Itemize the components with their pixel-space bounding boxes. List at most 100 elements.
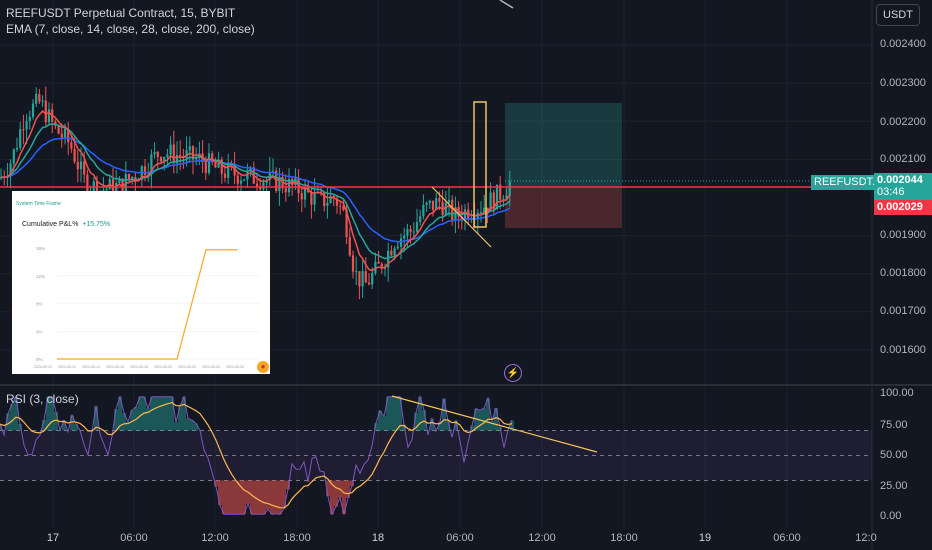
time-label: 06:00 — [773, 532, 801, 544]
candle-body — [335, 198, 339, 206]
rsi-level-label: 25.00 — [880, 480, 908, 492]
ema-28-line — [1, 137, 511, 243]
rsi-oversold-fill — [242, 480, 246, 515]
rsi-line — [0, 394, 513, 516]
candle-body — [323, 192, 326, 207]
candle-body — [486, 207, 489, 212]
rsi-oversold-fill — [250, 480, 254, 515]
candle-body — [463, 209, 467, 221]
rsi-overbought-fill — [394, 396, 398, 431]
rsi-overbought-fill — [386, 396, 390, 431]
candle-body — [185, 150, 188, 159]
candle-body — [233, 165, 236, 176]
candle-body — [35, 93, 38, 104]
rsi-overbought-fill — [46, 396, 50, 431]
rsi-overbought-fill — [454, 420, 458, 431]
candle-body — [57, 125, 60, 134]
candle-body — [76, 161, 79, 170]
overlay-y-tick: 8% — [36, 302, 43, 307]
rsi-overbought-fill — [130, 410, 134, 431]
currency-button[interactable]: USDT — [876, 4, 920, 26]
rsi-overbought-fill — [490, 421, 494, 431]
candle-body — [348, 237, 351, 256]
candle-body — [492, 192, 495, 210]
candle-body — [249, 167, 252, 171]
candle-body — [83, 161, 86, 175]
exchange-badge-icon: ● — [257, 361, 269, 373]
overlay-title-text: Cumulative P&L% — [22, 221, 79, 228]
candle-body — [422, 204, 425, 217]
candle-body — [134, 177, 137, 181]
rsi-overbought-fill — [18, 424, 22, 431]
price-label: 0.002200 — [880, 116, 926, 128]
candle-body — [358, 271, 361, 287]
overlay-pnl-chart: 16% 12% 8% 4% 0% 2024-09-10 2024-09-12 2024-09-… — [34, 246, 260, 369]
candle-body — [25, 121, 28, 130]
candle-body — [115, 183, 118, 196]
candle-body — [9, 163, 12, 177]
candle-body — [278, 177, 281, 191]
candle-body — [262, 182, 265, 190]
price-label: 0.002300 — [880, 77, 926, 89]
candle-body — [179, 155, 182, 157]
candle-body — [291, 179, 294, 185]
candle-body — [31, 103, 35, 118]
candle-body — [153, 151, 156, 155]
ema-legend[interactable]: EMA (7, close, 14, close, 28, close, 200… — [6, 22, 255, 36]
overlay-x-tick: 2024-09-26 — [226, 365, 244, 369]
rsi-overbought-fill — [50, 396, 54, 431]
candle-body — [79, 161, 83, 170]
rsi-oversold-fill — [262, 480, 266, 515]
rsi-oversold-fill — [350, 480, 354, 487]
overlay-y-tick: 4% — [36, 329, 43, 334]
rsi-overbought-fill — [446, 421, 450, 431]
rsi-oversold-fill — [254, 480, 258, 515]
rsi-overbought-fill — [438, 421, 442, 431]
candle-body — [217, 159, 220, 168]
rsi-oversold-fill — [218, 480, 222, 506]
candle-body — [438, 198, 441, 202]
candle-body — [19, 129, 22, 148]
candle-body — [367, 282, 371, 285]
candle-body — [345, 209, 348, 238]
rsi-overbought-fill — [174, 422, 178, 431]
rsi-overbought-fill — [14, 396, 18, 431]
rsi-overbought-fill — [398, 396, 402, 431]
time-label: 18 — [371, 532, 385, 544]
time-label: 12:0 — [855, 532, 877, 544]
time-label: 19 — [698, 532, 712, 544]
last-price-tag: 0.002044 03:46 — [874, 173, 932, 201]
candle-body — [166, 154, 169, 158]
rsi-overbought-fill — [42, 419, 46, 431]
symbol-legend[interactable]: REEFUSDT Perpetual Contract, 15, BYBIT — [6, 6, 236, 20]
candle-body — [355, 271, 358, 273]
rsi-overbought-fill — [486, 398, 490, 431]
candle-body — [268, 171, 271, 180]
stop-loss-zone — [505, 186, 622, 228]
candle-body — [67, 128, 70, 143]
rsi-overbought-fill — [6, 413, 10, 431]
rsi-oversold-fill — [258, 480, 262, 515]
rsi-overbought-fill — [74, 424, 78, 431]
rsi-overbought-fill — [126, 421, 130, 431]
candle-body — [211, 153, 214, 163]
candle-body — [281, 177, 284, 189]
candle-body — [502, 198, 505, 200]
rsi-overbought-fill — [114, 409, 118, 431]
rsi-overbought-fill — [166, 396, 170, 431]
time-label: 18:00 — [283, 532, 311, 544]
candle-body — [118, 178, 121, 184]
rsi-overbought-fill — [10, 404, 14, 431]
candle-body — [505, 195, 508, 199]
rsi-overbought-fill — [470, 425, 474, 431]
rsi-oversold-fill — [230, 480, 234, 515]
highlight-rectangle — [473, 101, 487, 228]
rsi-legend[interactable]: RSI (3, close) — [6, 392, 79, 406]
candle-body — [339, 205, 342, 207]
candle-body — [159, 157, 163, 162]
candle-body — [239, 180, 243, 184]
candle-body — [447, 199, 451, 203]
rsi-overbought-fill — [146, 408, 150, 431]
lightning-icon[interactable]: ⚡ — [504, 364, 522, 382]
